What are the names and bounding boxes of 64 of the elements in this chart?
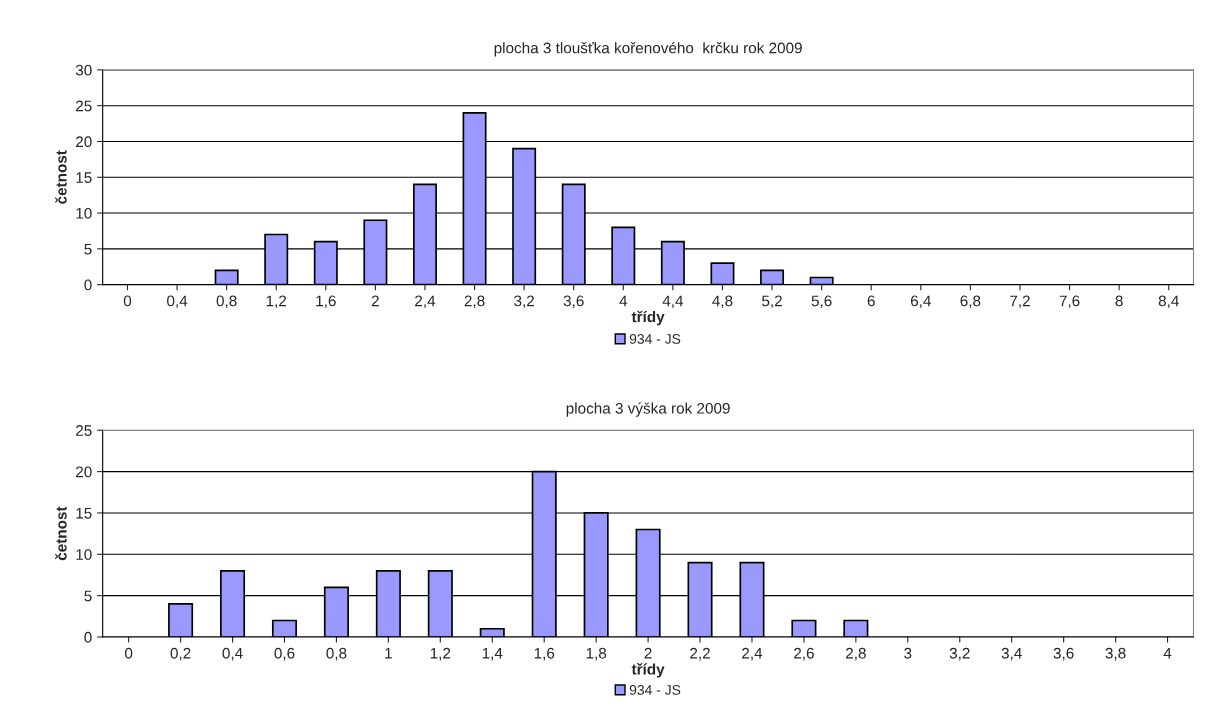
x-tick-label: 2,2 — [690, 647, 710, 661]
x-tick-label: 2,4 — [742, 647, 763, 661]
y-tick-label: 15 — [76, 172, 92, 183]
x-tick-label: 1,6 — [534, 647, 555, 661]
x-tick-label: 0 — [125, 647, 133, 659]
x-tick-label: 0,8 — [326, 647, 347, 661]
x-tick-label: 5,6 — [811, 295, 832, 309]
legend-label: 934 - JS — [629, 685, 681, 695]
x-tick-label: 7,2 — [1010, 295, 1030, 309]
x-tick-label: 2,8 — [464, 295, 485, 309]
y-tick-label: 10 — [76, 207, 92, 219]
y-tick-label: 20 — [76, 466, 92, 478]
y-tick-label: 5 — [84, 590, 92, 602]
y-tick-label: 20 — [76, 136, 92, 148]
chart-title: plocha 3 tloušťka kořenového krčku rok 2009 — [494, 41, 802, 57]
x-tick-label: 8,4 — [1158, 295, 1179, 309]
x-tick-label: 0,8 — [216, 295, 237, 309]
chart-title: plocha 3 výška rok 2009 — [566, 402, 730, 417]
x-tick-label: 3,4 — [1001, 647, 1022, 661]
x-tick-label: 3,6 — [1053, 647, 1074, 661]
x-tick-label: 4 — [619, 295, 628, 307]
y-tick-label: 5 — [84, 243, 92, 255]
y-axis-title: četnost — [55, 506, 67, 561]
y-tick-label: 10 — [76, 549, 92, 560]
x-tick-label: 0,4 — [222, 647, 243, 661]
x-tick-label: 0,6 — [274, 647, 295, 661]
x-tick-label: 0,2 — [170, 647, 191, 661]
x-tick-label: 6,8 — [960, 295, 981, 309]
x-tick-label: 3,6 — [563, 295, 584, 309]
x-axis-title: třídy — [631, 310, 665, 326]
x-tick-label: 3,2 — [949, 647, 970, 661]
y-tick-label: 30 — [75, 64, 92, 76]
x-tick-label: 6 — [867, 295, 875, 307]
x-tick-label: 1,8 — [586, 647, 607, 661]
x-tick-label: 1,2 — [266, 295, 287, 309]
y-tick-label: 15 — [76, 507, 92, 519]
x-tick-label: 6,4 — [910, 295, 931, 309]
x-tick-label: 0 — [123, 295, 132, 307]
y-axis-title: četnost — [55, 150, 67, 204]
x-tick-label: 2 — [371, 295, 379, 307]
x-tick-label: 3 — [904, 647, 912, 659]
x-tick-label: 1,4 — [482, 647, 503, 661]
x-tick-label: 2,6 — [794, 647, 814, 661]
legend-label: 934 - JS — [629, 334, 681, 344]
x-tick-label: 1 — [385, 647, 392, 659]
y-tick-label: 0 — [84, 279, 92, 291]
x-tick-label: 7,6 — [1059, 295, 1080, 309]
x-tick-label: 4,8 — [712, 295, 733, 309]
x-axis-title: třídy — [631, 663, 665, 678]
x-tick-label: 4 — [1163, 647, 1172, 659]
x-tick-label: 0,4 — [167, 295, 188, 309]
y-tick-label: 25 — [76, 100, 92, 112]
x-tick-label: 2,8 — [846, 647, 866, 661]
x-tick-label: 2,4 — [415, 295, 436, 309]
x-tick-label: 1,2 — [430, 647, 451, 661]
x-tick-label: 3,8 — [1105, 647, 1126, 661]
x-tick-label: 4,4 — [662, 295, 684, 309]
y-tick-label: 0 — [84, 631, 92, 643]
x-tick-label: 2 — [644, 647, 652, 659]
y-tick-label: 25 — [76, 425, 92, 436]
x-tick-label: 3,2 — [514, 295, 534, 309]
x-tick-label: 1,6 — [316, 295, 336, 309]
x-tick-label: 5,2 — [762, 295, 782, 309]
x-tick-label: 8 — [1115, 295, 1123, 307]
